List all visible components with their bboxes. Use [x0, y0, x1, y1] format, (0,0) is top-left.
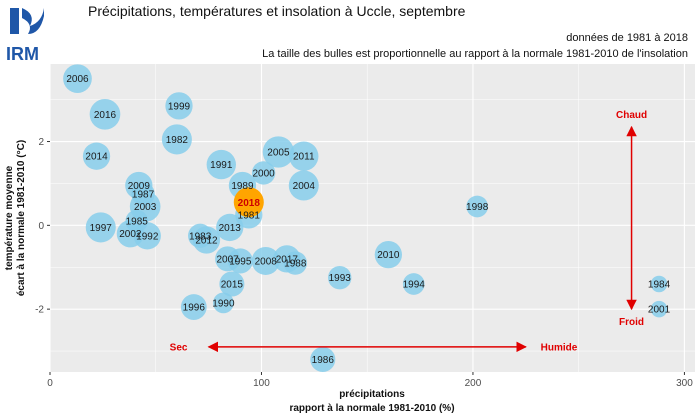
bubble-1986 [310, 346, 336, 372]
bubble-label-1984: 1984 [648, 280, 671, 291]
bubble-label-1989: 1989 [231, 181, 254, 192]
bubble-label-1998: 1998 [466, 202, 489, 213]
bubble-label-1988: 1988 [284, 259, 307, 270]
bubble-1988 [283, 251, 308, 275]
annotation-froid: Froid [619, 317, 644, 328]
bubble-label-1993: 1993 [329, 273, 352, 284]
annotation-humide: Humide [541, 342, 578, 353]
bubble-1993 [328, 266, 352, 290]
bubble-label-1999: 1999 [168, 101, 191, 112]
bubble-1982 [161, 124, 192, 155]
bubble-1995 [227, 248, 253, 274]
bubble-label-2012: 2012 [195, 236, 218, 247]
plot-panel [50, 64, 695, 372]
bubble-label-2004: 2004 [293, 181, 316, 192]
y-axis-title-line2: écart à la normale 1981-2010 (°C) [16, 140, 27, 296]
bubble-1984 [650, 275, 668, 293]
bubble-label-1986: 1986 [312, 355, 335, 366]
bubble-label-2018: 2018 [238, 198, 261, 209]
bubble-label-1981: 1981 [238, 210, 261, 221]
bubble-label-2001: 2001 [648, 305, 671, 316]
bubble-label-2003: 2003 [134, 202, 157, 213]
bubble-2014 [82, 142, 111, 170]
bubble-label-1991: 1991 [210, 160, 233, 171]
x-tick-label: 200 [465, 378, 482, 389]
bubble-label-2006: 2006 [66, 74, 89, 85]
chart-title: Précipitations, températures et insolati… [88, 3, 466, 19]
bubble-2005 [262, 136, 295, 168]
bubble-size-note: La taille des bulles est proportionnelle… [262, 48, 688, 60]
bubble-label-2017: 2017 [276, 254, 299, 265]
annotations: Sec Humide Chaud Froid [170, 110, 647, 354]
bubble-label-2009: 2009 [128, 181, 151, 192]
irm-logo-text: IRM [6, 44, 39, 64]
bubble-label-2015: 2015 [221, 280, 244, 291]
bubble-label-1985: 1985 [126, 217, 149, 228]
bubble-2010 [374, 241, 403, 269]
x-tick-label: 100 [253, 378, 270, 389]
bubble-label-1987: 1987 [132, 189, 155, 200]
bubble-2016 [89, 98, 121, 130]
bubble-label-1995: 1995 [229, 256, 252, 267]
bubble-1998 [466, 195, 489, 218]
bubble-label-2016: 2016 [94, 110, 117, 121]
bubble-label-1994: 1994 [403, 280, 426, 291]
bubble-label-1997: 1997 [90, 223, 113, 234]
bubble-1994 [402, 273, 425, 295]
bubble-1990 [213, 292, 234, 314]
bubble-2008 [251, 246, 280, 275]
x-tick-label: 300 [676, 378, 693, 389]
bubble-2000 [251, 161, 276, 185]
bubble-label-1996: 1996 [183, 303, 206, 314]
x-axis-title-line1: précipitations [339, 389, 405, 400]
bubble-1992 [133, 222, 161, 250]
bubbles [63, 64, 668, 372]
bubble-2015 [219, 271, 245, 297]
bubble-label-2013: 2013 [219, 223, 242, 234]
bubble-1991 [206, 149, 236, 180]
bubble-label-2000: 2000 [252, 168, 275, 179]
y-tick-label: 0 [38, 221, 44, 232]
bubble-2013 [216, 213, 244, 242]
bubble-label-1983: 1983 [189, 231, 212, 242]
bubble-label-2011: 2011 [293, 152, 315, 163]
bubble-label-2010: 2010 [377, 250, 400, 261]
irm-logo: IRM [6, 8, 44, 64]
x-tick-label: 0 [47, 378, 53, 389]
bubble-labels: 2006 1999 2016 1982 2014 2005 2011 1991 2000 2004… [66, 74, 670, 366]
annotation-sec: Sec [170, 342, 188, 353]
bubble-2004 [288, 170, 319, 201]
bubble-label-1982: 1982 [166, 135, 189, 146]
annotation-chaud: Chaud [616, 110, 647, 121]
bubble-2011 [289, 141, 319, 171]
axis-ticks: 0 100 200 300 -2 0 2 [35, 137, 693, 389]
bubble-2018 [233, 187, 264, 218]
grid-lines [49, 64, 695, 372]
bubble-1997 [85, 212, 116, 243]
x-axis-title-line2: rapport à la normale 1981-2010 (%) [289, 403, 454, 414]
bubble-label-1992: 1992 [136, 231, 159, 242]
bubble-label-2007: 2007 [217, 254, 240, 265]
bubble-label-2008: 2008 [255, 256, 278, 267]
bubble-1996 [180, 294, 207, 320]
y-axis-title-line1: température moyenne [4, 165, 15, 270]
bubble-label-2005: 2005 [267, 148, 290, 159]
bubble-2012 [192, 226, 221, 254]
bubble-2001 [650, 300, 668, 318]
bubble-label-2014: 2014 [85, 152, 108, 163]
y-tick-label: -2 [35, 305, 44, 316]
bubble-label-1990: 1990 [212, 298, 235, 309]
y-tick-label: 2 [38, 137, 44, 148]
bubble-label-2002: 2002 [119, 229, 142, 240]
data-period: données de 1981 à 2018 [566, 32, 688, 44]
bubble-1999 [165, 92, 193, 120]
bubble-2006 [63, 64, 92, 94]
